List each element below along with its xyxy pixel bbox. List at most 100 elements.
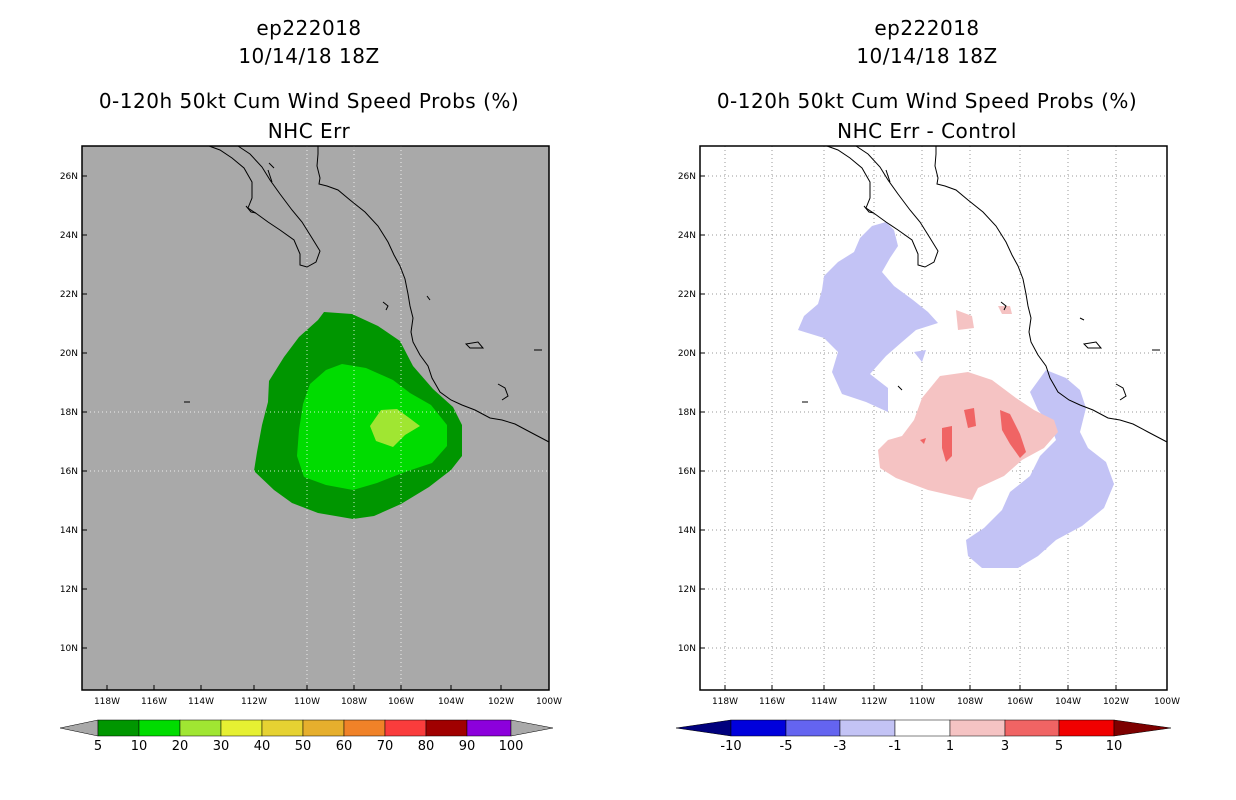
left-gridlines <box>82 146 549 690</box>
right-colorbar-bin <box>839 719 896 737</box>
right-colorbar <box>675 719 1172 737</box>
left-lon-label: 112W <box>241 697 267 707</box>
right-map-frame <box>699 145 1168 691</box>
left-coastline <box>184 145 550 443</box>
right-subtitle: NHC Err - Control <box>837 119 1017 143</box>
left-lat-label: 18N <box>60 408 78 418</box>
left-colorbar-label: 50 <box>295 739 312 754</box>
left-lon-label: 104W <box>438 697 464 707</box>
right-lat-label: 22N <box>678 290 696 300</box>
left-lat-label: 16N <box>60 467 78 477</box>
left-colorbar-bin <box>179 719 222 737</box>
right-colorbar-label: 5 <box>1055 739 1063 754</box>
right-storm-id: ep222018 <box>874 16 980 40</box>
right-lat-label: 12N <box>678 585 696 595</box>
left-datetime: 10/14/18 18Z <box>238 44 380 68</box>
right-colorbar-label: -5 <box>780 739 793 754</box>
right-diff-pos-small <box>956 310 974 330</box>
left-lon-label: 106W <box>388 697 414 707</box>
right-panel: ep222018 10/14/18 18Z 0-120h 50kt Cum Wi… <box>618 0 1236 800</box>
left-colorbar-bin <box>425 719 468 737</box>
left-prob-20-30 <box>370 409 420 447</box>
left-lon-label: 116W <box>141 697 167 707</box>
right-lon-label: 116W <box>759 697 785 707</box>
right-colorbar-label: 3 <box>1001 739 1009 754</box>
left-colorbar-under <box>59 719 99 737</box>
right-lon-label: 112W <box>861 697 887 707</box>
right-lat-label: 20N <box>678 349 696 359</box>
left-colorbar-label: 100 <box>499 739 524 754</box>
left-lat-label: 26N <box>60 172 78 182</box>
right-colorbar-bin <box>785 719 841 737</box>
right-colorbar-bin <box>730 719 787 737</box>
left-lat-label: 24N <box>60 231 78 241</box>
left-lon-label: 102W <box>488 697 514 707</box>
left-map: 26N 24N 22N 20N 18N 16N 14N 12N 10N 118W… <box>59 145 562 754</box>
right-lon-label: 110W <box>909 697 935 707</box>
right-colorbar-bin <box>1004 719 1060 737</box>
left-lat-label: 10N <box>60 644 78 654</box>
left-colorbar-bin <box>384 719 427 737</box>
right-diff-neg-east <box>966 370 1114 568</box>
right-lon-label: 114W <box>811 697 837 707</box>
left-colorbar-label: 5 <box>94 739 102 754</box>
right-diff-neg-speck <box>1038 542 1048 550</box>
left-storm-id: ep222018 <box>256 16 362 40</box>
left-colorbar-bin <box>343 719 386 737</box>
right-lon-label: 104W <box>1055 697 1081 707</box>
right-lon-label: 108W <box>957 697 983 707</box>
left-colorbar <box>59 719 554 737</box>
right-lon-label: 106W <box>1007 697 1033 707</box>
right-diff-neg-speck <box>914 350 926 362</box>
left-colorbar-label: 80 <box>418 739 435 754</box>
left-lon-axis <box>106 685 502 690</box>
left-colorbar-label: 70 <box>377 739 394 754</box>
left-lon-label: 114W <box>188 697 214 707</box>
right-diff-pos-core <box>942 426 952 462</box>
right-colorbar-label: -1 <box>889 739 902 754</box>
left-lon-label: 100W <box>536 697 562 707</box>
left-colorbar-label: 40 <box>254 739 271 754</box>
left-colorbar-label: 90 <box>459 739 476 754</box>
left-lat-label: 12N <box>60 585 78 595</box>
left-colorbar-label: 60 <box>336 739 353 754</box>
right-colorbar-under <box>675 719 732 737</box>
right-colorbar-bin <box>894 719 951 737</box>
left-product-title: 0-120h 50kt Cum Wind Speed Probs (%) <box>98 89 520 113</box>
right-colorbar-label: -3 <box>834 739 847 754</box>
right-lon-label: 118W <box>712 697 738 707</box>
left-map-frame <box>81 145 550 691</box>
left-lon-label: 110W <box>294 697 320 707</box>
right-diff-pos-core <box>964 408 976 428</box>
left-lat-axis <box>82 175 87 649</box>
right-colorbar-bin <box>949 719 1006 737</box>
left-subtitle: NHC Err <box>267 119 351 143</box>
right-datetime: 10/14/18 18Z <box>856 44 998 68</box>
left-lat-label: 20N <box>60 349 78 359</box>
right-lon-label: 100W <box>1154 697 1180 707</box>
right-lat-label: 10N <box>678 644 696 654</box>
right-lat-label: 24N <box>678 231 696 241</box>
right-lat-label: 18N <box>678 408 696 418</box>
right-product-title: 0-120h 50kt Cum Wind Speed Probs (%) <box>716 89 1138 113</box>
left-colorbar-label: 20 <box>172 739 189 754</box>
left-lon-label: 108W <box>341 697 367 707</box>
right-map: 26N 24N 22N 20N 18N 16N 14N 12N 10N 118W… <box>675 145 1180 754</box>
left-lon-label: 118W <box>94 697 120 707</box>
left-lat-label: 22N <box>60 290 78 300</box>
right-diff-pos-core <box>920 438 926 444</box>
left-lat-label: 14N <box>60 526 78 536</box>
left-colorbar-bin <box>220 719 263 737</box>
right-diff-neg-northwest <box>798 222 938 412</box>
right-colorbar-label: 10 <box>1106 739 1123 754</box>
left-colorbar-bin <box>261 719 304 737</box>
left-colorbar-label: 10 <box>131 739 148 754</box>
right-diff-pos-small <box>998 306 1012 314</box>
right-lat-label: 16N <box>678 467 696 477</box>
left-colorbar-over <box>510 719 554 737</box>
right-lat-axis <box>700 175 705 649</box>
left-colorbar-label: 30 <box>213 739 230 754</box>
right-colorbar-bin <box>1058 719 1115 737</box>
right-lon-axis <box>724 685 1117 690</box>
right-colorbar-over <box>1113 719 1172 737</box>
